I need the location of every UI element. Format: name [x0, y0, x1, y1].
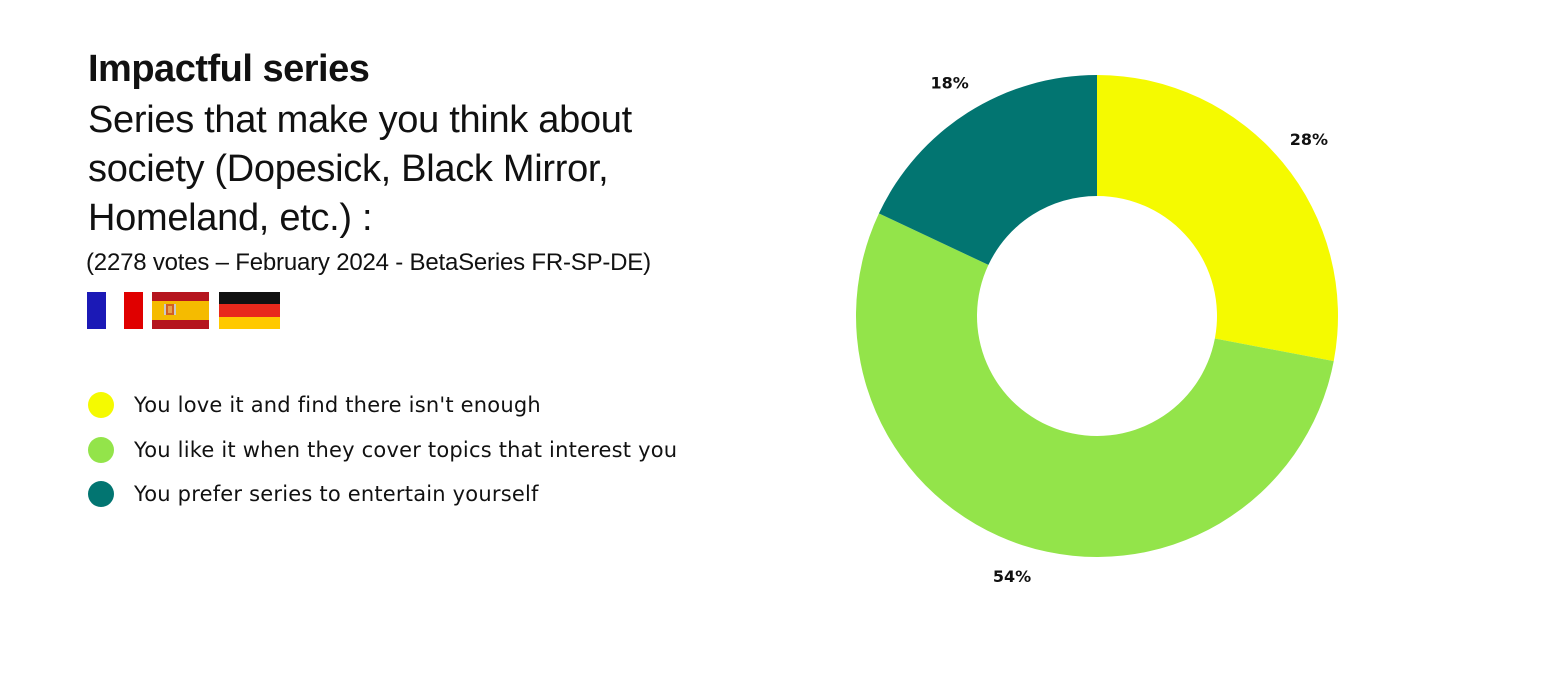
chart-source: (2278 votes – February 2024 - BetaSeries…	[86, 249, 651, 276]
legend-swatch	[88, 392, 114, 418]
slice-label: 28%	[1290, 130, 1328, 149]
donut-slice	[878, 75, 1097, 265]
germany-flag-icon	[219, 292, 280, 329]
slice-label: 18%	[930, 73, 968, 92]
donut-slice	[1097, 75, 1339, 362]
legend-label: You prefer series to entertain yourself	[134, 482, 539, 506]
spain-flag-icon	[152, 292, 209, 329]
legend-label: You like it when they cover topics that …	[134, 438, 678, 462]
legend-swatch	[88, 437, 114, 463]
donut-slice	[855, 213, 1334, 558]
slice-label: 54%	[993, 567, 1031, 586]
chart-subtitle: Series that make you think about society…	[88, 99, 632, 239]
france-flag-icon	[87, 292, 143, 329]
legend-swatch	[88, 481, 114, 507]
legend-label: You love it and find there isn't enough	[134, 393, 541, 417]
chart-title: Impactful series	[88, 48, 370, 90]
